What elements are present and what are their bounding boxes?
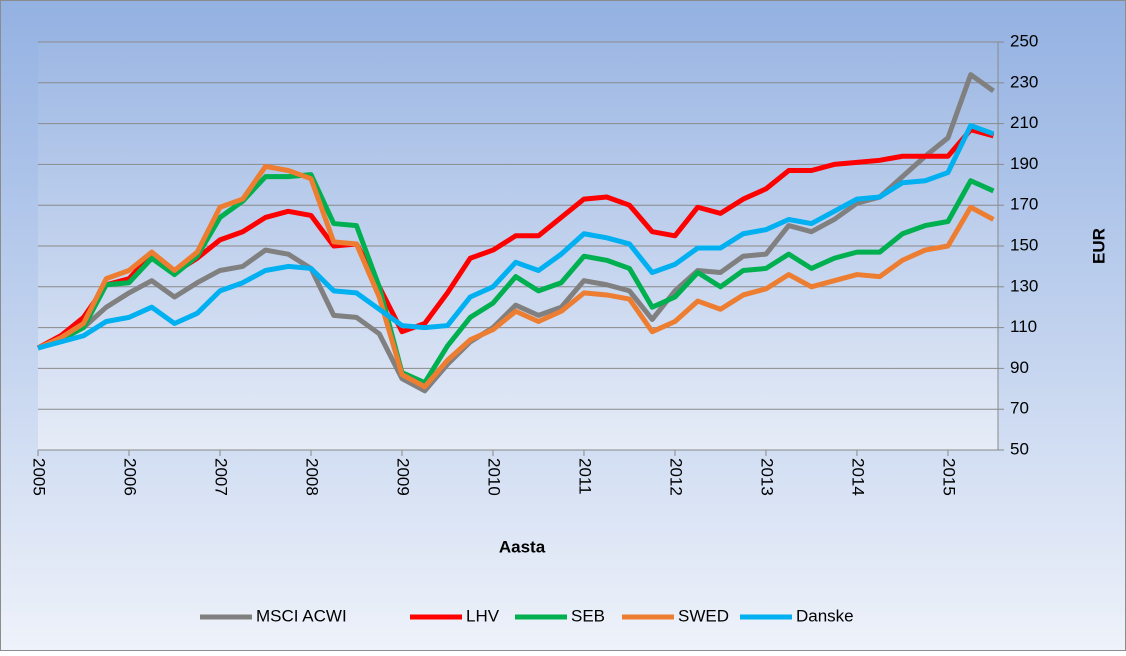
legend-label: SEB [571, 606, 605, 625]
x-tick-label: 2005 [30, 458, 49, 496]
y-tick-label: 150 [1010, 235, 1038, 254]
y-tick-label: 170 [1010, 195, 1038, 214]
y-tick-label: 90 [1010, 358, 1029, 377]
y-tick-label: 230 [1010, 72, 1038, 91]
x-tick-label: 2013 [757, 458, 776, 496]
y-tick-label: 110 [1010, 317, 1037, 336]
series-line [37, 72, 995, 394]
legend-label: SWED [678, 606, 729, 625]
series-line [37, 123, 995, 351]
x-tick-label: 2007 [212, 458, 231, 496]
y-tick-label: 70 [1010, 399, 1029, 418]
legend-label: MSCI ACWI [256, 606, 347, 625]
x-tick-label: 2010 [484, 458, 503, 496]
y-axis-label: EUR [1089, 228, 1108, 264]
legend-label: LHV [466, 606, 500, 625]
x-tick-label: 2012 [666, 458, 685, 496]
y-tick-label: 130 [1010, 276, 1038, 295]
y-tick-label: 250 [1010, 31, 1038, 50]
x-tick-label: 2014 [848, 458, 867, 496]
x-axis-label: Aasta [499, 537, 546, 556]
legend-label: Danske [796, 606, 854, 625]
x-tick-label: 2009 [393, 458, 412, 496]
series-line [37, 172, 995, 386]
x-tick-label: 2015 [939, 458, 958, 496]
y-tick-label: 190 [1010, 154, 1038, 173]
series-line [36, 163, 995, 390]
y-tick-label: 50 [1010, 439, 1029, 458]
y-tick-label: 210 [1010, 113, 1038, 132]
x-tick-label: 2006 [121, 458, 140, 496]
x-tick-label: 2011 [575, 458, 594, 495]
x-tick-label: 2008 [303, 458, 322, 496]
